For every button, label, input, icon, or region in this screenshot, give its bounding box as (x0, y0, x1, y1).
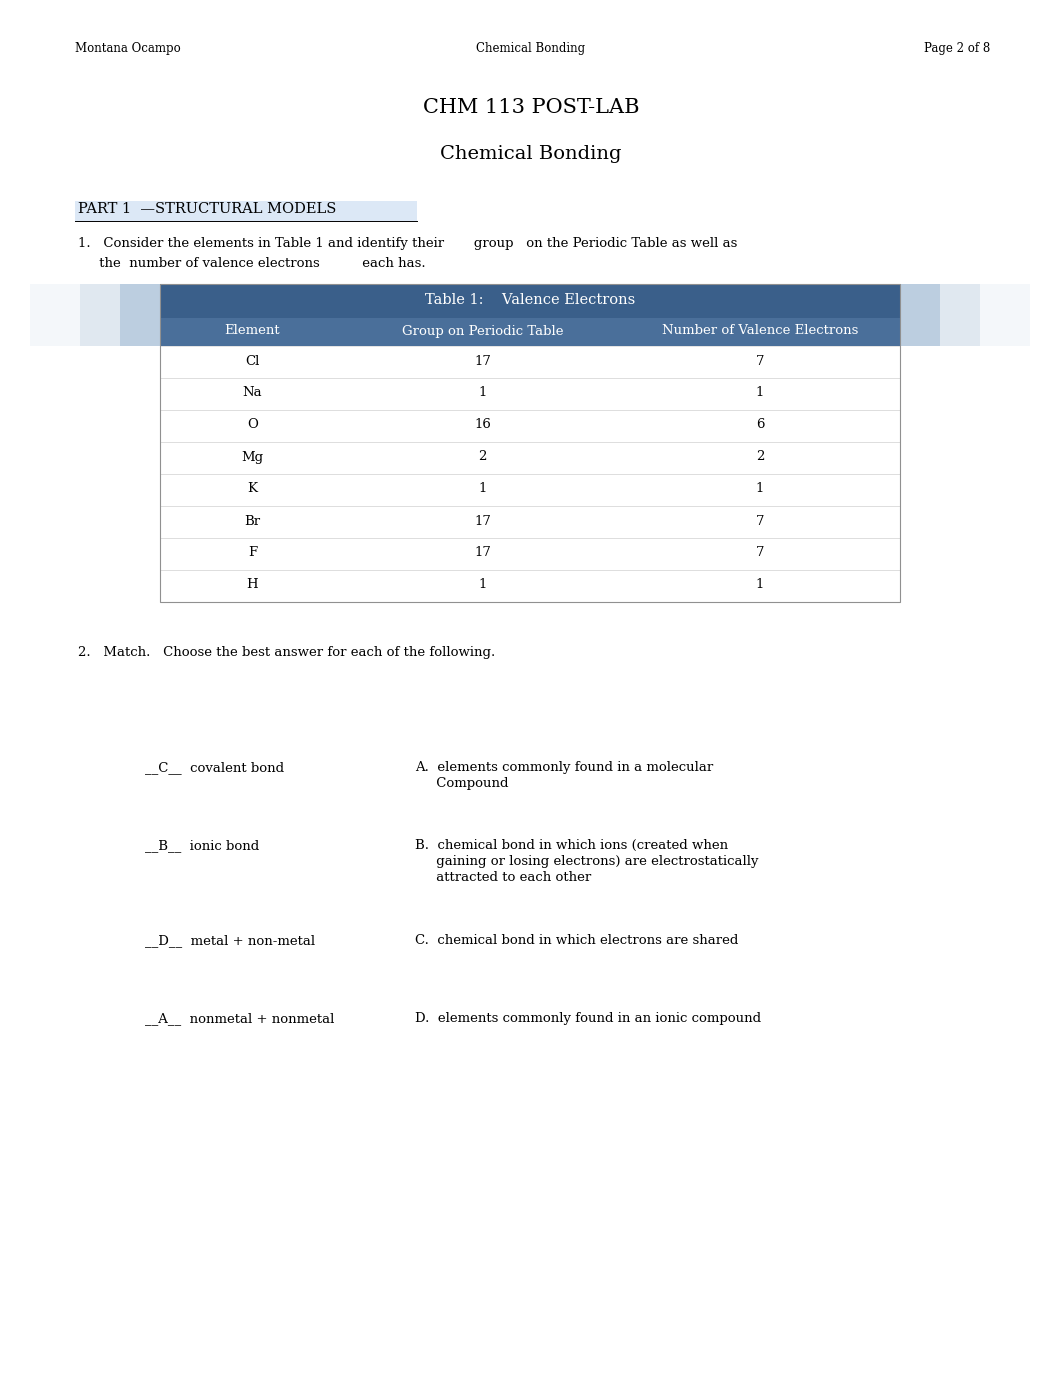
Text: 2.   Match.   Choose the best answer for each of the following.: 2. Match. Choose the best answer for eac… (78, 645, 495, 659)
Text: 17: 17 (474, 515, 491, 527)
Text: C.  chemical bond in which electrons are shared: C. chemical bond in which electrons are … (415, 934, 738, 947)
Bar (900, 318, 940, 345)
Bar (160, 570, 900, 603)
Text: 1: 1 (756, 578, 765, 592)
Bar (900, 318, 980, 345)
Bar (160, 442, 900, 473)
Bar (75, 201, 417, 222)
Text: __C__  covalent bond: __C__ covalent bond (145, 761, 285, 773)
Bar (160, 345, 900, 378)
Bar (900, 283, 940, 318)
Bar (160, 318, 900, 345)
Text: D.  elements commonly found in an ionic compound: D. elements commonly found in an ionic c… (415, 1011, 761, 1025)
Bar (160, 410, 900, 442)
Text: 6: 6 (756, 418, 765, 432)
Bar (80, 283, 160, 318)
Text: K: K (247, 483, 257, 495)
Text: 7: 7 (756, 546, 765, 560)
Text: H: H (246, 578, 258, 592)
Text: __D__  metal + non-metal: __D__ metal + non-metal (145, 934, 315, 947)
Bar (900, 283, 980, 318)
Text: attracted to each other: attracted to each other (415, 871, 592, 883)
Bar (30, 283, 160, 318)
Bar (120, 283, 160, 318)
Text: PART 1  —STRUCTURAL MODELS: PART 1 —STRUCTURAL MODELS (78, 202, 337, 216)
Text: Page 2 of 8: Page 2 of 8 (924, 43, 990, 55)
Text: Chemical Bonding: Chemical Bonding (477, 43, 585, 55)
Text: Na: Na (243, 387, 262, 399)
Text: 1: 1 (478, 578, 486, 592)
Text: Table 1:    Valence Electrons: Table 1: Valence Electrons (425, 293, 635, 307)
Text: 7: 7 (756, 355, 765, 367)
Text: Mg: Mg (241, 450, 263, 464)
Text: A.  elements commonly found in a molecular: A. elements commonly found in a molecula… (415, 761, 714, 773)
Text: 16: 16 (474, 418, 491, 432)
Text: gaining or losing electrons) are electrostatically: gaining or losing electrons) are electro… (415, 854, 758, 868)
Bar (120, 318, 160, 345)
Text: Number of Valence Electrons: Number of Valence Electrons (662, 325, 858, 337)
Text: 2: 2 (478, 450, 486, 464)
Bar (160, 378, 900, 410)
Text: 17: 17 (474, 546, 491, 560)
Text: O: O (247, 418, 258, 432)
Text: F: F (247, 546, 257, 560)
Bar (160, 283, 900, 603)
Text: CHM 113 POST-LAB: CHM 113 POST-LAB (423, 98, 639, 117)
Bar (160, 538, 900, 570)
Text: Chemical Bonding: Chemical Bonding (441, 144, 621, 162)
Text: 7: 7 (756, 515, 765, 527)
Text: Group on Periodic Table: Group on Periodic Table (401, 325, 563, 337)
Text: 2: 2 (756, 450, 765, 464)
Text: Compound: Compound (415, 777, 509, 790)
Text: __B__  ionic bond: __B__ ionic bond (145, 839, 259, 852)
Text: 1: 1 (478, 483, 486, 495)
Text: 17: 17 (474, 355, 491, 367)
Bar (160, 283, 900, 318)
Bar (900, 318, 1030, 345)
Text: B.  chemical bond in which ions (created when: B. chemical bond in which ions (created … (415, 839, 729, 852)
Text: 1: 1 (756, 483, 765, 495)
Bar (80, 318, 160, 345)
Text: 1: 1 (756, 387, 765, 399)
Text: 1.   Consider the elements in Table 1 and identify their       group   on the Pe: 1. Consider the elements in Table 1 and … (78, 237, 737, 250)
Text: Br: Br (244, 515, 260, 527)
Text: Montana Ocampo: Montana Ocampo (75, 43, 181, 55)
Bar (160, 506, 900, 538)
Text: __A__  nonmetal + nonmetal: __A__ nonmetal + nonmetal (145, 1011, 335, 1025)
Text: Cl: Cl (245, 355, 260, 367)
Text: Element: Element (225, 325, 280, 337)
Bar (160, 473, 900, 506)
Text: 1: 1 (478, 387, 486, 399)
Bar (900, 283, 1030, 318)
Bar (30, 318, 160, 345)
Text: the  number of valence electrons          each has.: the number of valence electrons each has… (78, 257, 426, 270)
